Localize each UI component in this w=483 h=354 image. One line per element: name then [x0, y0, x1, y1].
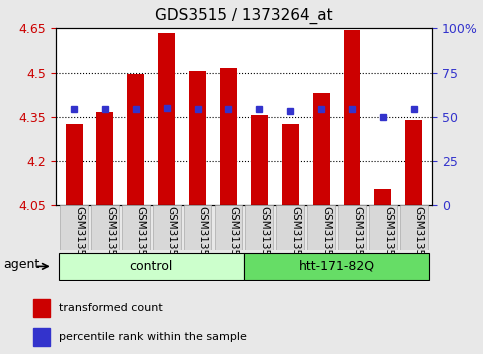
Text: GSM313580: GSM313580 [167, 206, 177, 269]
Bar [33, 299, 50, 317]
FancyBboxPatch shape [91, 205, 119, 250]
Text: GSM313581: GSM313581 [198, 206, 208, 270]
Bar [405, 120, 422, 205]
FancyBboxPatch shape [184, 205, 212, 250]
Bar [313, 93, 329, 205]
Text: GSM313579: GSM313579 [136, 206, 146, 270]
Text: GSM313586: GSM313586 [352, 206, 362, 270]
Text: GSM313584: GSM313584 [290, 206, 300, 270]
Bar [343, 30, 360, 205]
Bar [189, 71, 206, 205]
FancyBboxPatch shape [338, 205, 366, 250]
FancyBboxPatch shape [214, 205, 242, 250]
Text: htt-171-82Q: htt-171-82Q [298, 260, 375, 273]
FancyBboxPatch shape [58, 253, 244, 280]
Text: GSM313583: GSM313583 [259, 206, 270, 270]
FancyBboxPatch shape [400, 205, 427, 250]
Bar [128, 74, 144, 205]
Text: GSM313585: GSM313585 [321, 206, 331, 270]
FancyBboxPatch shape [307, 205, 335, 250]
Bar [220, 68, 237, 205]
FancyBboxPatch shape [245, 205, 273, 250]
Text: percentile rank within the sample: percentile rank within the sample [59, 332, 247, 342]
FancyBboxPatch shape [244, 253, 429, 280]
Bar [251, 115, 268, 205]
Title: GDS3515 / 1373264_at: GDS3515 / 1373264_at [155, 8, 333, 24]
Text: transformed count: transformed count [59, 303, 163, 313]
Text: control: control [129, 260, 173, 273]
Bar [158, 33, 175, 205]
FancyBboxPatch shape [276, 205, 304, 250]
Bar [66, 124, 83, 205]
Bar [33, 327, 50, 346]
FancyBboxPatch shape [122, 205, 150, 250]
Bar [97, 112, 114, 205]
Text: agent: agent [3, 258, 39, 272]
Text: GSM313577: GSM313577 [74, 206, 84, 270]
Bar [282, 124, 298, 205]
Text: GSM313588: GSM313588 [414, 206, 424, 270]
FancyBboxPatch shape [369, 205, 397, 250]
Bar [374, 189, 391, 205]
FancyBboxPatch shape [60, 205, 88, 250]
Text: GSM313587: GSM313587 [383, 206, 393, 270]
Text: GSM313578: GSM313578 [105, 206, 115, 270]
Text: GSM313582: GSM313582 [228, 206, 239, 270]
FancyBboxPatch shape [153, 205, 181, 250]
